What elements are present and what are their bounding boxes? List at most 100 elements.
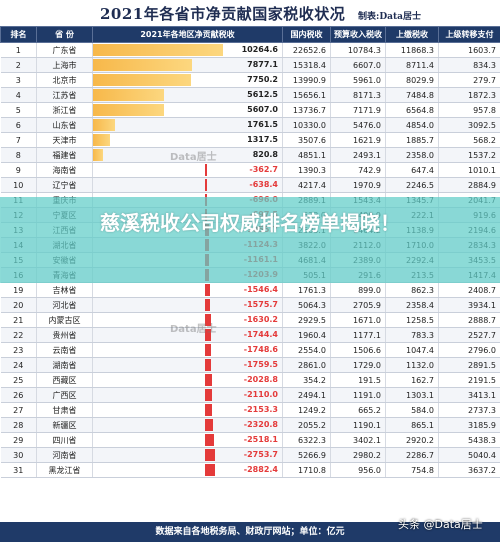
net-bar-cell: -2110.0 [92,387,283,403]
negative-bar [205,179,208,191]
table-row: 19 吉林省 -1546.4 1761.3 899.0 862.3 2408.7 [0,282,500,298]
rank-cell: 7 [0,132,37,148]
negative-bar [205,389,213,401]
budget-cell: 1970.9 [330,177,386,193]
province-cell: 黑龙江省 [36,462,93,478]
rank-cell: 27 [0,402,37,418]
net-value-label: 7750.2 [247,75,278,84]
domestic-cell: 5064.3 [282,297,331,313]
net-bar-cell: 820.8 [92,147,283,163]
province-cell: 新疆区 [36,417,93,433]
positive-bar [93,104,164,116]
rank-cell: 2 [0,57,37,73]
net-bar-cell: 1317.5 [92,132,283,148]
positive-bar [93,149,104,161]
table-row: 24 湖南省 -1759.5 2861.0 1729.0 1132.0 2891.5 [0,357,500,373]
net-value-label: -2110.0 [243,390,278,399]
net-value-label: 7877.1 [247,60,278,69]
net-value-label: -1744.4 [243,330,278,339]
header-province: 省 份 [36,26,93,43]
negative-bar [205,344,212,356]
net-bar-cell: -2753.7 [92,447,283,463]
negative-bar [205,359,212,371]
domestic-cell: 10330.0 [282,117,331,133]
rank-cell: 25 [0,372,37,388]
province-cell: 云南省 [36,342,93,358]
table-row: 28 新疆区 -2320.8 2055.2 1190.1 865.1 3185.9 [0,417,500,433]
transfer-cell: 3934.1 [438,297,500,313]
positive-bar [93,44,223,56]
budget-cell: 2705.9 [330,297,386,313]
table-row: 9 海南省 -362.7 1390.3 742.9 647.4 1010.1 [0,162,500,178]
net-bar-cell: -2518.1 [92,432,283,448]
rank-cell: 29 [0,432,37,448]
transfer-cell: 2891.5 [438,357,500,373]
negative-bar [205,374,213,386]
province-cell: 天津市 [36,132,93,148]
table-row: 6 山东省 1761.5 10330.0 5476.0 4854.0 3092.5 [0,117,500,133]
province-cell: 江苏省 [36,87,93,103]
net-bar-cell: -1744.4 [92,327,283,343]
province-cell: 河南省 [36,447,93,463]
domestic-cell: 1249.2 [282,402,331,418]
table-row: 2 上海市 7877.1 15318.4 6607.0 8711.4 834.3 [0,57,500,73]
domestic-cell: 4217.4 [282,177,331,193]
table-header: 排名 省 份 2021年各地区净贡献税收 国内税收 预算收入税收 上缴税收 上级… [0,26,500,43]
table-row: 30 河南省 -2753.7 5266.9 2980.2 2286.7 5040.4 [0,447,500,463]
rank-cell: 28 [0,417,37,433]
net-bar-cell: 5612.5 [92,87,283,103]
transfer-cell: 3185.9 [438,417,500,433]
rank-cell: 6 [0,117,37,133]
net-bar-cell: -1748.6 [92,342,283,358]
upper-cell: 783.3 [385,327,439,343]
table-row: 7 天津市 1317.5 3507.6 1621.9 1885.7 568.2 [0,132,500,148]
table-row: 26 广西区 -2110.0 2494.1 1191.0 1303.1 3413.1 [0,387,500,403]
net-bar-cell: 7877.1 [92,57,283,73]
transfer-cell: 1603.7 [438,42,500,58]
net-value-label: -2753.7 [243,450,278,459]
table-row: 4 江苏省 5612.5 15656.1 8171.3 7484.8 1872.3 [0,87,500,103]
upper-cell: 11868.3 [385,42,439,58]
negative-bar [205,164,207,176]
header-transfer: 上级转移支付 [438,26,500,43]
positive-bar [93,59,193,71]
net-bar-cell: 1761.5 [92,117,283,133]
table-row: 21 内蒙古区 -1630.2 2929.5 1671.0 1258.5 2888.7 [0,312,500,328]
table-row: 3 北京市 7750.2 13990.9 5961.0 8029.9 279.7 [0,72,500,88]
province-cell: 湖南省 [36,357,93,373]
table-row: 1 广东省 10264.6 22652.6 10784.3 11868.3 1603.7 [0,42,500,58]
upper-cell: 162.7 [385,372,439,388]
budget-cell: 5961.0 [330,72,386,88]
rank-cell: 4 [0,87,37,103]
net-bar-cell: -2153.3 [92,402,283,418]
header-budget: 预算收入税收 [330,26,386,43]
table-row: 27 甘肃省 -2153.3 1249.2 665.2 584.0 2737.3 [0,402,500,418]
province-cell: 北京市 [36,72,93,88]
budget-cell: 899.0 [330,282,386,298]
watermark-lower: Data居士 [170,324,217,335]
negative-bar [205,329,212,341]
province-cell: 海南省 [36,162,93,178]
upper-cell: 754.8 [385,462,439,478]
domestic-cell: 3507.6 [282,132,331,148]
promo-banner[interactable]: 慈溪税收公司权威排名榜单揭晓！ [0,197,500,283]
budget-cell: 7171.9 [330,102,386,118]
province-cell: 浙江省 [36,102,93,118]
net-bar-cell: -1759.5 [92,357,283,373]
budget-cell: 1729.0 [330,357,386,373]
transfer-cell: 1872.3 [438,87,500,103]
transfer-cell: 3637.2 [438,462,500,478]
corner-watermark: 头条 @Data居士 [398,518,483,531]
budget-cell: 10784.3 [330,42,386,58]
net-value-label: -362.7 [249,165,278,174]
negative-bar [205,434,214,446]
budget-cell: 3402.1 [330,432,386,448]
province-cell: 辽宁省 [36,177,93,193]
rank-cell: 8 [0,147,37,163]
net-value-label: 5607.0 [247,105,278,114]
net-bar-cell: -1575.7 [92,297,283,313]
negative-bar [205,314,211,326]
rank-cell: 30 [0,447,37,463]
page-title: 2021年各省市净贡献国家税收状况 [100,5,346,23]
rank-cell: 22 [0,327,37,343]
